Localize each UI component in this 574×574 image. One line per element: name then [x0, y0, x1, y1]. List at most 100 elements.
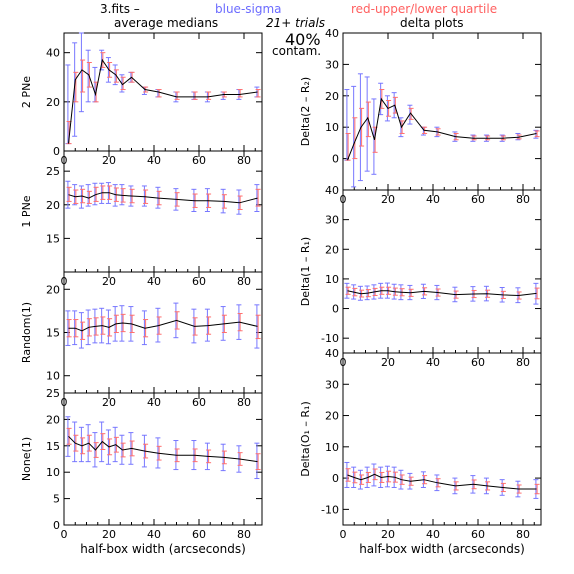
y-tick-label: 15 [46, 327, 60, 340]
quartile-error-bar [534, 130, 540, 138]
x-tick-label: 20 [102, 528, 116, 541]
x-tick-label: 40 [147, 528, 161, 541]
quartile-error-bar [255, 89, 261, 98]
sigma-error-bar [119, 184, 125, 206]
sigma-error-bar [92, 66, 98, 103]
y-tick-label: 0 [53, 145, 60, 158]
y-axis-label: Delta(1 – R₁) [299, 237, 312, 306]
y-tick-label: 40 [325, 347, 339, 360]
y-tick-label: 30 [325, 214, 339, 227]
y-tick-label: 5 [53, 493, 60, 506]
sigma-error-bar [65, 310, 71, 346]
x-tick-label: 20 [102, 275, 116, 288]
quartile-error-bar [174, 91, 180, 100]
quartile-error-bar [345, 132, 351, 161]
quartile-error-bar [534, 287, 540, 300]
y-tick-label: 0 [53, 519, 60, 532]
x-tick-label: 80 [516, 356, 530, 369]
x-tick-label: 40 [147, 154, 161, 167]
y-tick-label: 25 [46, 165, 60, 178]
x-tick-label: 80 [237, 528, 251, 541]
sigma-error-bar [105, 429, 111, 465]
plot-frame [342, 189, 542, 354]
median-line [68, 319, 258, 332]
x-tick-label: 20 [381, 356, 395, 369]
quartile-error-bar [120, 76, 126, 91]
x-tick-label: 0 [340, 528, 347, 541]
left-column-title: average medians [114, 16, 218, 30]
sigma-error-bar [357, 73, 363, 182]
sigma-error-bar [191, 91, 197, 100]
sigma-error-bar [204, 188, 210, 212]
x-tick-label: 40 [147, 275, 161, 288]
y-tick-label: 40 [325, 184, 339, 197]
y-axis-label: Delta(O₁ – R₁) [299, 401, 312, 477]
y-tick-label: 20 [46, 199, 60, 212]
quartile-error-bar [255, 314, 261, 340]
x-tick-label: 40 [147, 396, 161, 409]
quartile-error-bar [73, 71, 79, 103]
quartile-error-bar [156, 89, 162, 98]
y-axis-label: Delta(2 – R₂) [299, 77, 312, 146]
file-label: 3.fits – [100, 2, 140, 16]
sigma-error-bar [65, 180, 71, 209]
x-tick-label: 80 [516, 528, 530, 541]
y-axis-label: 1 PNe [20, 195, 33, 227]
y-axis-label: Random(1) [20, 302, 33, 363]
quartile-error-bar [255, 453, 261, 471]
x-tick-label: 40 [426, 356, 440, 369]
x-tick-label: 80 [237, 154, 251, 167]
quartile-error-bar [372, 126, 378, 153]
red-quartile-label: red-upper/lower quartile [351, 2, 497, 16]
y-axis-label: 2 PNe [20, 76, 33, 108]
sigma-error-bar [344, 461, 350, 488]
y-tick-label: 20 [46, 413, 60, 426]
trials-label: 21+ trials [266, 16, 325, 30]
sigma-error-bar [141, 86, 147, 95]
y-tick-label: 15 [46, 232, 60, 245]
quartile-error-bar [255, 188, 261, 207]
y-tick-label: 20 [46, 283, 60, 296]
x-tick-label: 80 [237, 396, 251, 409]
y-tick-label: 10 [46, 370, 60, 383]
x-tick-label: 20 [381, 528, 395, 541]
x-tick-label: 60 [192, 528, 206, 541]
sigma-error-bar [364, 76, 370, 172]
plot-frame [63, 150, 263, 273]
sigma-error-bar [65, 416, 71, 457]
quartile-error-bar [399, 120, 405, 134]
median-line [68, 58, 258, 144]
plot-frame [342, 352, 542, 526]
y-tick-label: 20 [325, 410, 339, 423]
plot-frame [63, 392, 263, 526]
y-tick-label: 0 [332, 153, 339, 166]
contamination-percent: 40% [285, 30, 321, 49]
panels: 0 20 40 60 80 0 20 40 2 PNe 0 20 40 60 80 15 20 25 1 PNe 0… [20, 27, 542, 556]
plot-frame [63, 271, 263, 394]
chart-panel-left-4: 0 20 40 60 80 0 5 10 15 20 25 None(1) half-box width… [20, 387, 263, 556]
contamination-label: contam. [272, 44, 321, 58]
x-tick-label: 0 [61, 528, 68, 541]
x-tick-label: 60 [192, 396, 206, 409]
y-axis-label: None(1) [20, 437, 33, 481]
x-tick-label: 60 [471, 193, 485, 206]
x-tick-label: 60 [192, 275, 206, 288]
quartile-error-bar [534, 483, 540, 495]
y-tick-label: 15 [46, 440, 60, 453]
y-tick-label: 40 [46, 47, 60, 60]
y-tick-label: 25 [46, 387, 60, 400]
quartile-error-bar [206, 91, 212, 100]
y-tick-label: 20 [46, 96, 60, 109]
median-line [68, 435, 258, 463]
x-tick-label: 40 [426, 528, 440, 541]
x-tick-label: 80 [516, 193, 530, 206]
median-line [347, 290, 537, 297]
y-tick-label: -10 [321, 332, 339, 345]
sigma-error-bar [220, 306, 226, 341]
